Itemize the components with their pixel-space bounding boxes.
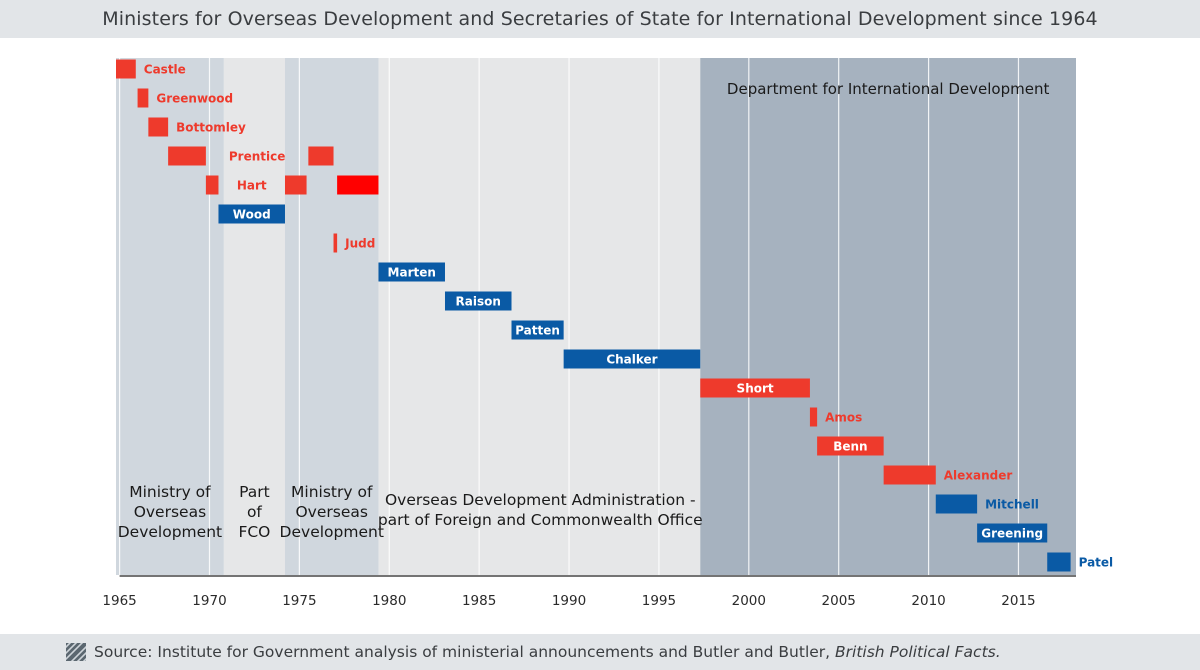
minister-label-short: Short [737,382,774,396]
x-tick-label: 2000 [732,593,766,609]
x-tick-label: 1975 [282,593,316,609]
minister-bar-prentice [168,146,206,166]
source-prefix: Source: Institute for Government analysi… [94,643,836,661]
period-label: of [247,503,262,521]
minister-label-judd: Judd [344,237,375,251]
period-band [223,58,285,575]
minister-label-raison: Raison [456,295,501,309]
minister-bar-prentice [308,146,334,166]
period-label: Ministry of [291,483,373,501]
x-axis: 1965 1970 1975 1980 1985 1990 1995 2000 2005 2010… [102,575,1076,609]
minister-bar-raison [444,291,512,311]
minister-label-castle: Castle [144,63,186,77]
minister-label-hart: Hart [237,179,267,193]
chart-title-bar: Ministers for Overseas Development and S… [0,0,1200,38]
x-tick-label: 1995 [642,593,676,609]
minister-bar-greening [977,523,1048,543]
minister-label-mitchell: Mitchell [985,498,1039,512]
minister-label-prentice: Prentice [229,150,286,164]
minister-bar-chalker [563,349,701,369]
period-band [284,58,379,575]
minister-labels: Castle Greenwood Bottomley Prentice Hart Wood… [144,63,1113,570]
hatched-square-icon [66,643,86,661]
source-text: Source: Institute for Government analysi… [94,643,1001,661]
gantt-chart: Ministry of Overseas Development Part of FCO M… [102,58,1113,609]
period-label: part of Foreign and Commonwealth Office [378,511,703,529]
minister-label-wood: Wood [233,208,271,222]
x-tick-label: 1990 [552,593,586,609]
grid-lines [118,58,1020,575]
x-tick-label: 1965 [102,593,136,609]
period-label: Overseas [134,503,206,521]
period-label: Department for International Development [727,80,1050,98]
minister-bar-marten [378,262,445,282]
minister-bar-judd [333,233,338,253]
minister-label-marten: Marten [388,266,436,280]
period-labels: Ministry of Overseas Development Part of FCO M… [118,80,1050,541]
minister-label-patel: Patel [1079,556,1114,570]
x-tick-label: 1980 [372,593,406,609]
minister-label-patten: Patten [515,324,560,338]
period-bands [116,58,1076,575]
minister-bar-amos [809,407,818,427]
minister-label-benn: Benn [833,440,867,454]
minister-bar-greenwood [137,88,149,108]
period-label: Overseas Development Administration - [385,491,696,509]
minister-label-chalker: Chalker [606,353,657,367]
minister-bar-wood [218,204,285,224]
minister-bar-hart [337,175,379,195]
period-band [378,58,701,575]
minister-bar-castle [116,59,136,79]
period-label: Part [239,483,270,501]
source-italic: British Political Facts. [835,643,1001,661]
minister-label-greenwood: Greenwood [156,92,233,106]
chart-title: Ministers for Overseas Development and S… [102,8,1098,30]
period-label: Development [118,523,222,541]
x-tick-label: 1985 [462,593,496,609]
minister-bar-patten [511,320,564,340]
minister-bar-short [700,378,810,398]
minister-label-amos: Amos [825,411,862,425]
minister-label-bottomley: Bottomley [176,121,246,135]
period-label: FCO [238,523,270,541]
minister-label-greening: Greening [981,527,1043,541]
minister-bars [116,59,1071,572]
x-tick-label: 2015 [1001,593,1035,609]
source-bar: Source: Institute for Government analysi… [0,634,1200,670]
period-band [700,58,1076,575]
x-tick-label: 2005 [822,593,856,609]
minister-bar-mitchell [935,494,978,514]
period-label: Overseas [295,503,367,521]
period-label: Ministry of [129,483,211,501]
minister-bar-alexander [883,465,936,485]
minister-bar-patel [1047,552,1071,572]
minister-bar-hart [205,175,219,195]
minister-bar-bottomley [148,117,169,137]
period-label: Development [280,523,384,541]
minister-bar-benn [817,436,884,456]
x-tick-label: 1970 [192,593,226,609]
period-band [116,58,224,575]
minister-label-alexander: Alexander [944,469,1013,483]
minister-bar-hart [284,175,307,195]
x-tick-label: 2010 [911,593,945,609]
